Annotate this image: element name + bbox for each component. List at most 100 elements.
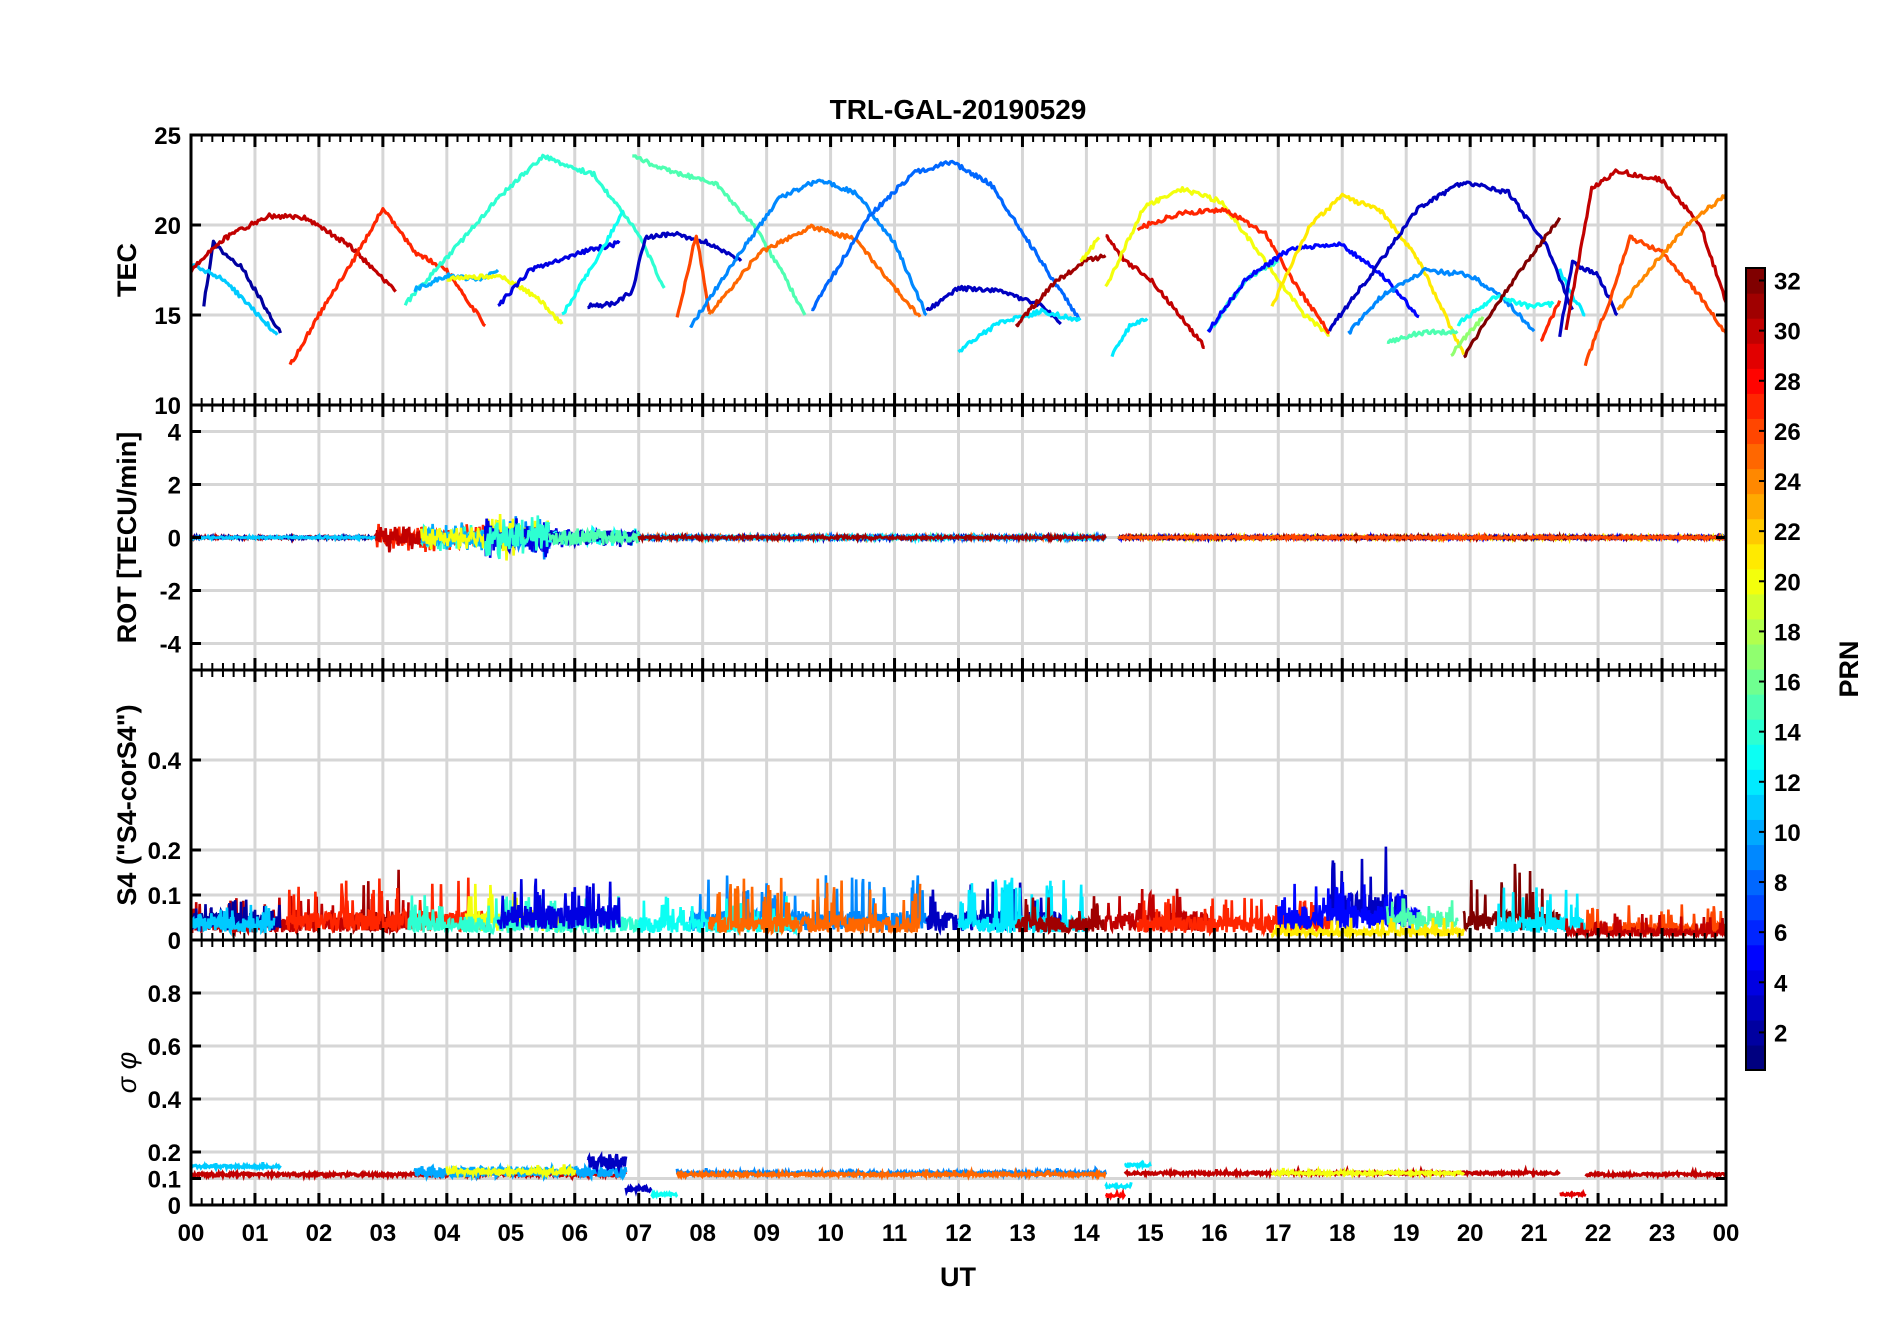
colorbar-tick-label: 22 — [1774, 519, 1801, 546]
s4-series-prn-21 — [1270, 917, 1466, 942]
tec-series-prn-30 — [189, 212, 397, 293]
x-tick-label: 09 — [753, 1220, 780, 1247]
y-axis-label-sigma_phi: σ φ — [112, 1052, 142, 1093]
y-tick-label: 0.8 — [148, 981, 181, 1008]
sigma-phi-series-prn-20 — [1270, 1165, 1466, 1180]
x-axis-label: UT — [940, 1262, 976, 1292]
x-tick-label: 11 — [882, 1220, 907, 1247]
y-tick-label: 15 — [154, 303, 181, 330]
colorbar-band — [1746, 1019, 1765, 1046]
colorbar-tick-label: 6 — [1774, 920, 1787, 947]
x-tick-label: 18 — [1329, 1220, 1356, 1247]
tec-series-prn-15 — [1386, 328, 1459, 344]
sigma-phi-series-prn-29 — [1559, 1188, 1587, 1200]
colorbar-tick-label: 24 — [1774, 469, 1801, 496]
y-tick-label: 4 — [168, 420, 182, 447]
x-tick-label: 22 — [1585, 1220, 1612, 1247]
panel-sigma_phi-series — [189, 1150, 1727, 1201]
colorbar-tick-label: 16 — [1774, 670, 1801, 697]
x-tick-label: 07 — [625, 1220, 652, 1247]
tec-series-prn-20 — [1079, 236, 1101, 263]
y-tick-label: 0.1 — [148, 883, 181, 910]
y-tick-label: -2 — [160, 579, 181, 606]
colorbar-band — [1746, 443, 1765, 470]
x-tick-label: 17 — [1265, 1220, 1292, 1247]
x-tick-label: 16 — [1201, 1220, 1228, 1247]
rot-series-prn-11 — [190, 532, 378, 543]
colorbar-tick-label: 18 — [1774, 619, 1801, 646]
tec-series-prn-25 — [707, 223, 922, 318]
colorbar-band — [1746, 293, 1765, 319]
panel-tec-series — [189, 153, 1728, 367]
panel-rot-series — [190, 514, 1728, 561]
sigma-phi-series-prn-12 — [1123, 1159, 1152, 1171]
tec-series-prn-3 — [1558, 259, 1619, 338]
s4-series-prn-12 — [1494, 887, 1587, 934]
colorbar-band — [1746, 518, 1765, 545]
rot-series-prn-15 — [547, 526, 640, 548]
sigma-phi-series-prn-13 — [650, 1188, 679, 1200]
tec-series-prn-26 — [1583, 234, 1728, 367]
y-tick-label: -4 — [160, 632, 182, 659]
tec-series-prn-21 — [1270, 192, 1466, 356]
x-tick-label: 05 — [497, 1220, 524, 1247]
y-tick-label: 20 — [154, 213, 181, 240]
y-tick-label: 0.2 — [148, 838, 181, 865]
rot-series-prn-14 — [483, 515, 551, 560]
colorbar-band — [1746, 844, 1765, 871]
colorbar-band — [1746, 694, 1765, 720]
colorbar-band — [1746, 468, 1765, 495]
colorbar-band — [1746, 568, 1765, 595]
s4-series-prn-4 — [496, 878, 621, 931]
tec-series-prn-26 — [675, 234, 711, 318]
colorbar-tick-label: 30 — [1774, 319, 1801, 346]
x-tick-label: 04 — [433, 1220, 460, 1247]
y-tick-label: 0 — [168, 526, 181, 553]
sigma-phi-series-prn-28 — [1104, 1188, 1127, 1201]
tec-series-prn-12 — [957, 307, 1082, 354]
tec-series-prn-30 — [1564, 168, 1728, 331]
sigma-phi-series-prn-30 — [1584, 1166, 1727, 1181]
colorbar-tick-label: 8 — [1774, 870, 1787, 897]
y-tick-label: 0.4 — [148, 1087, 182, 1114]
x-tick-label: 13 — [1009, 1220, 1036, 1247]
sigma-phi-series-prn-3 — [624, 1182, 653, 1197]
y-tick-label: 0.6 — [148, 1034, 181, 1061]
colorbar-tick-label: 32 — [1774, 269, 1801, 296]
colorbar-tick-label: 2 — [1774, 1020, 1787, 1047]
colorbar-band — [1746, 744, 1765, 770]
y-tick-label: 10 — [154, 393, 181, 420]
colorbar-band — [1746, 318, 1765, 344]
x-tick-label: 06 — [561, 1220, 588, 1247]
x-tick-label: 01 — [242, 1220, 269, 1247]
colorbar-band — [1746, 669, 1765, 695]
x-tick-label: 21 — [1521, 1220, 1548, 1247]
colorbar-frame — [1745, 267, 1766, 1071]
y-axis-label-tec: TEC — [112, 243, 142, 297]
colorbar-band — [1746, 719, 1765, 745]
colorbar-band — [1746, 418, 1765, 445]
x-tick-label: 12 — [945, 1220, 972, 1247]
y-tick-label: 0.2 — [148, 1140, 181, 1167]
tec-series-prn-4 — [497, 240, 621, 307]
sigma-phi-series-prn-11 — [189, 1161, 282, 1173]
colorbar-band — [1746, 894, 1765, 921]
tec-series-prn-3 — [587, 231, 743, 310]
tec-series-prn-27 — [1136, 207, 1331, 335]
tec-series-prn-27 — [1539, 300, 1562, 342]
y-axis-label-s4: S4 ("S4-corS4") — [112, 704, 142, 905]
tec-series-prn-9 — [689, 178, 928, 328]
tec-series-prn-12 — [1110, 317, 1149, 358]
colorbar-tick-label: 26 — [1774, 419, 1801, 446]
colorbar-band — [1746, 944, 1765, 971]
s4-series-prn-31 — [1014, 896, 1107, 935]
y-axis-label-rot: ROT [TECU/min] — [112, 432, 142, 643]
tec-series-prn-11 — [189, 262, 279, 336]
tec-series-prn-5 — [1206, 241, 1420, 333]
tec-series-prn-17 — [1450, 316, 1485, 357]
colorbar-band — [1746, 543, 1765, 570]
x-tick-label: 03 — [370, 1220, 397, 1247]
